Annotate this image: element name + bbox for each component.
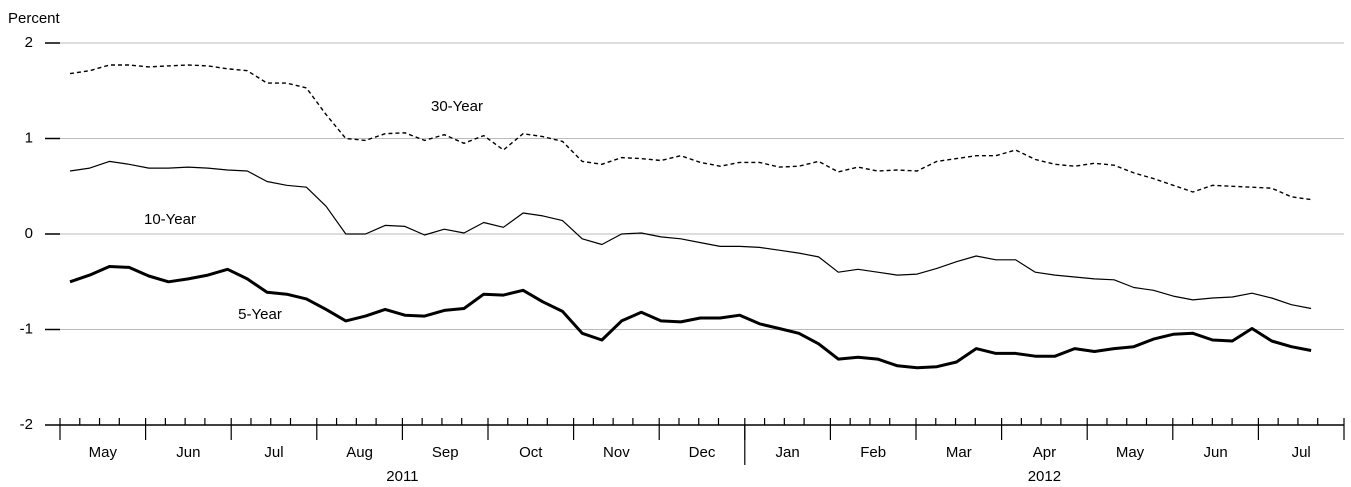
year-label: 2011: [386, 468, 418, 485]
series-line: [69, 160, 1312, 310]
x-tick-label: Jun: [176, 444, 200, 461]
y-tick-label: 1: [25, 129, 33, 146]
year-label: 2012: [1028, 468, 1061, 485]
y-tick-label: 0: [25, 225, 33, 242]
x-tick-label: Oct: [519, 444, 543, 461]
x-tick-label: Jan: [776, 444, 800, 461]
x-tick-label: Feb: [860, 444, 886, 461]
series-line: [69, 64, 1312, 201]
x-tick-label: May: [1116, 444, 1145, 461]
x-tick-label: Jul: [1292, 444, 1311, 461]
x-tick-label: Sep: [432, 444, 459, 461]
x-tick-label: Aug: [346, 444, 373, 461]
x-tick-label: Apr: [1033, 444, 1056, 461]
x-tick-label: Nov: [603, 444, 630, 461]
y-tick-label: 2: [25, 34, 33, 51]
x-tick-label: May: [89, 444, 118, 461]
x-tick-label: Dec: [689, 444, 716, 461]
series-label: 5-Year: [238, 306, 282, 323]
series-label: 10-Year: [144, 211, 196, 228]
y-axis-label: Percent: [8, 10, 61, 27]
x-tick-label: Jul: [264, 444, 283, 461]
series-line: [69, 265, 1312, 370]
series-label: 30-Year: [431, 98, 483, 115]
x-tick-label: Jun: [1204, 444, 1228, 461]
y-tick-label: -2: [20, 416, 33, 433]
x-tick-label: Mar: [946, 444, 972, 461]
y-tick-label: -1: [20, 320, 33, 337]
